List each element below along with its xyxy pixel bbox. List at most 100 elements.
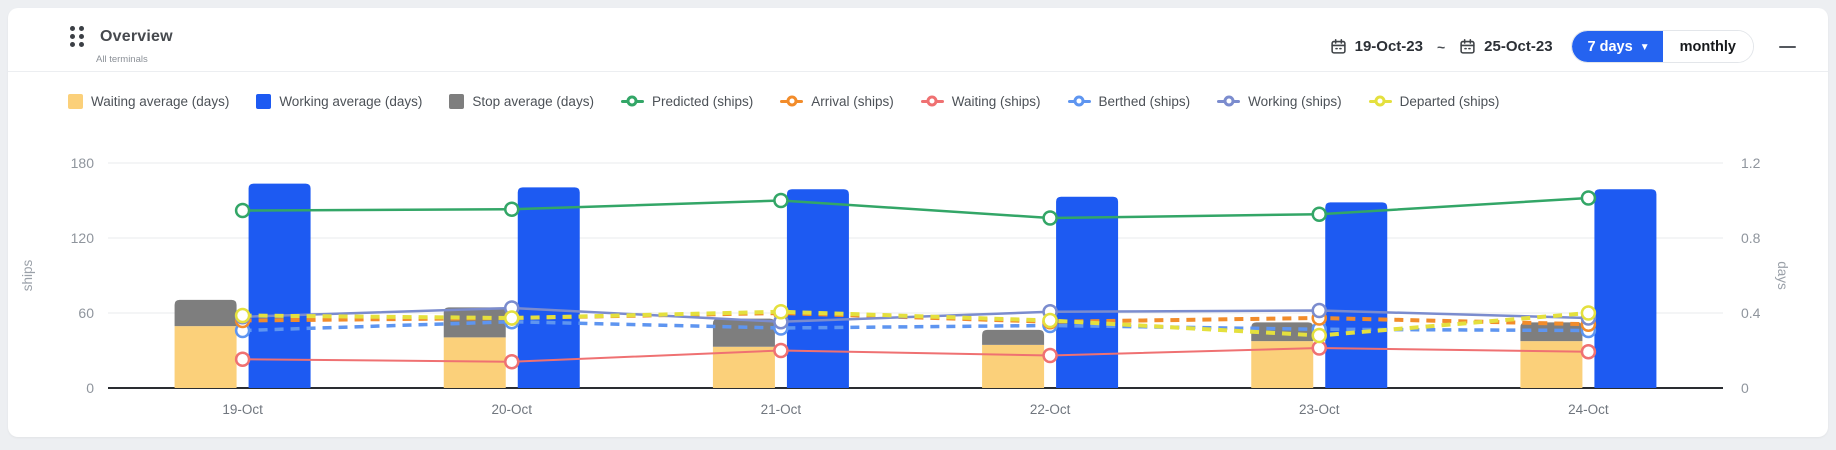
legend-label: Working (ships): [1248, 93, 1342, 109]
terminals-subtitle: All terminals: [96, 54, 148, 65]
monthly-button[interactable]: monthly: [1662, 31, 1753, 62]
legend-item-waiting-ships[interactable]: Waiting (ships): [920, 93, 1041, 109]
x-axis-label: 23-Oct: [1299, 402, 1340, 417]
working-ships-marker-icon: [1217, 95, 1241, 108]
calendar-icon: [1330, 38, 1347, 55]
point-waiting-ships: [1311, 340, 1327, 356]
range-toggle: 7 days ▼ monthly: [1570, 30, 1754, 63]
line-predicted-ships: [242, 196, 1589, 220]
header-controls: 19-Oct-23 ~ 25-Oct-23: [1330, 20, 1800, 63]
point-departed-ships: [234, 307, 251, 324]
point-predicted-ships: [504, 201, 520, 217]
left-axis-title: ships: [20, 259, 35, 291]
berthed-ships-marker-icon: [1067, 95, 1091, 108]
header-left: Overview All terminals: [70, 20, 173, 65]
date-to-value: 25-Oct-23: [1484, 38, 1553, 55]
working-average-days-marker-icon: [256, 93, 272, 109]
x-axis-label: 24-Oct: [1568, 402, 1609, 417]
legend-item-arrival-ships[interactable]: Arrival (ships): [780, 94, 894, 109]
point-waiting-ships: [1580, 344, 1597, 360]
bar-stop-average: [982, 329, 1045, 345]
bar-working-average: [1056, 196, 1119, 388]
overview-card: Overview All terminals 19-Oct-23: [8, 8, 1828, 437]
left-axis-tick: 0: [86, 380, 94, 396]
calendar-icon: [1459, 38, 1476, 55]
line-berthed-ships: [242, 319, 1589, 333]
bar-waiting-average: [443, 337, 506, 388]
right-axis-tick: 1.2: [1741, 155, 1761, 171]
bar-stop-average: [1520, 322, 1583, 342]
legend-label: Working average (days): [279, 93, 423, 109]
bar-waiting-average: [1520, 341, 1583, 388]
bar-working-average: [248, 183, 311, 388]
bar-waiting-average: [982, 344, 1045, 388]
waiting-ships-marker-icon: [920, 95, 944, 108]
minimize-button[interactable]: [1774, 34, 1800, 60]
legend-item-working-average-days[interactable]: Working average (days): [256, 93, 423, 109]
range-dropdown-button[interactable]: 7 days ▼: [1571, 31, 1663, 62]
legend-label: Waiting average (days): [91, 93, 230, 109]
combo-chart[interactable]: 0 60 120 180 0 0.4 0.8 1.2 ships days 19-Oct 20-Oct…: [8, 130, 1828, 430]
point-waiting-ships: [1042, 347, 1058, 364]
bar-working-average: [1594, 189, 1657, 388]
drag-handle-icon[interactable]: [70, 26, 84, 47]
point-waiting-ships: [504, 354, 520, 370]
legend-label: Stop average (days): [472, 93, 594, 109]
right-axis-tick: 0.4: [1741, 305, 1761, 321]
point-predicted-ships: [1311, 206, 1327, 222]
date-to-picker[interactable]: 25-Oct-23: [1459, 38, 1553, 55]
bar-working-average: [517, 187, 580, 388]
bar-working-average: [1325, 202, 1388, 388]
x-axis-label: 19-Oct: [222, 402, 263, 417]
arrival-ships-marker-icon: [780, 95, 804, 108]
right-axis-tick: 0.8: [1741, 230, 1761, 246]
legend-item-working-ships[interactable]: Working (ships): [1217, 94, 1342, 109]
legend-label: Departed (ships): [1399, 93, 1500, 109]
right-axis-tick: 0: [1741, 380, 1749, 396]
departed-ships-marker-icon: [1368, 95, 1392, 108]
stop-average-days-marker-icon: [449, 93, 465, 109]
legend-label: Berthed (ships): [1098, 93, 1191, 109]
point-predicted-ships: [1580, 190, 1597, 206]
left-axis-tick: 120: [71, 230, 95, 246]
x-axis-label: 20-Oct: [491, 402, 532, 417]
bar-stop-average: [174, 299, 237, 327]
legend-label: Waiting (ships): [951, 93, 1041, 109]
left-axis-tick: 60: [78, 305, 94, 321]
legend-item-departed-ships[interactable]: Departed (ships): [1368, 93, 1500, 109]
chevron-down-icon: ▼: [1639, 41, 1650, 53]
date-from-value: 19-Oct-23: [1354, 38, 1423, 55]
date-from-picker[interactable]: 19-Oct-23: [1330, 38, 1423, 55]
point-waiting-ships: [773, 342, 789, 359]
bar-working-average: [786, 189, 849, 388]
card-header: Overview All terminals 19-Oct-23: [8, 8, 1828, 72]
legend-item-predicted-ships[interactable]: Predicted (ships): [620, 93, 754, 109]
point-departed-ships: [1042, 312, 1058, 329]
date-range-separator: ~: [1436, 38, 1446, 55]
legend-item-stop-average-days[interactable]: Stop average (days): [449, 93, 594, 109]
right-axis-title: days: [1775, 261, 1790, 290]
waiting-average-days-marker-icon: [68, 93, 83, 109]
bar-waiting-average: [174, 326, 237, 388]
legend-item-waiting-average-days[interactable]: Waiting average (days): [68, 93, 230, 109]
point-departed-ships: [773, 304, 789, 320]
point-waiting-ships: [234, 351, 251, 367]
point-departed-ships: [1580, 305, 1597, 321]
chart-legend: Waiting average (days) Working average (d…: [8, 72, 1828, 130]
left-axis-tick: 180: [71, 155, 95, 171]
legend-item-berthed-ships[interactable]: Berthed (ships): [1067, 93, 1191, 109]
point-predicted-ships: [773, 192, 789, 209]
point-departed-ships: [504, 310, 520, 326]
range-selected-label: 7 days: [1587, 38, 1633, 55]
bar-stop-average: [712, 318, 775, 347]
x-axis-label: 22-Oct: [1030, 402, 1071, 417]
point-predicted-ships: [1042, 210, 1058, 226]
line-waiting-ships: [242, 346, 1589, 363]
x-axis-label: 21-Oct: [761, 402, 802, 417]
legend-label: Predicted (ships): [651, 93, 754, 109]
line-departed-ships: [242, 309, 1589, 338]
point-predicted-ships: [234, 202, 251, 219]
minimize-dash-icon: [1778, 45, 1796, 48]
predicted-ships-marker-icon: [620, 95, 644, 108]
point-working-ships: [1311, 302, 1327, 319]
